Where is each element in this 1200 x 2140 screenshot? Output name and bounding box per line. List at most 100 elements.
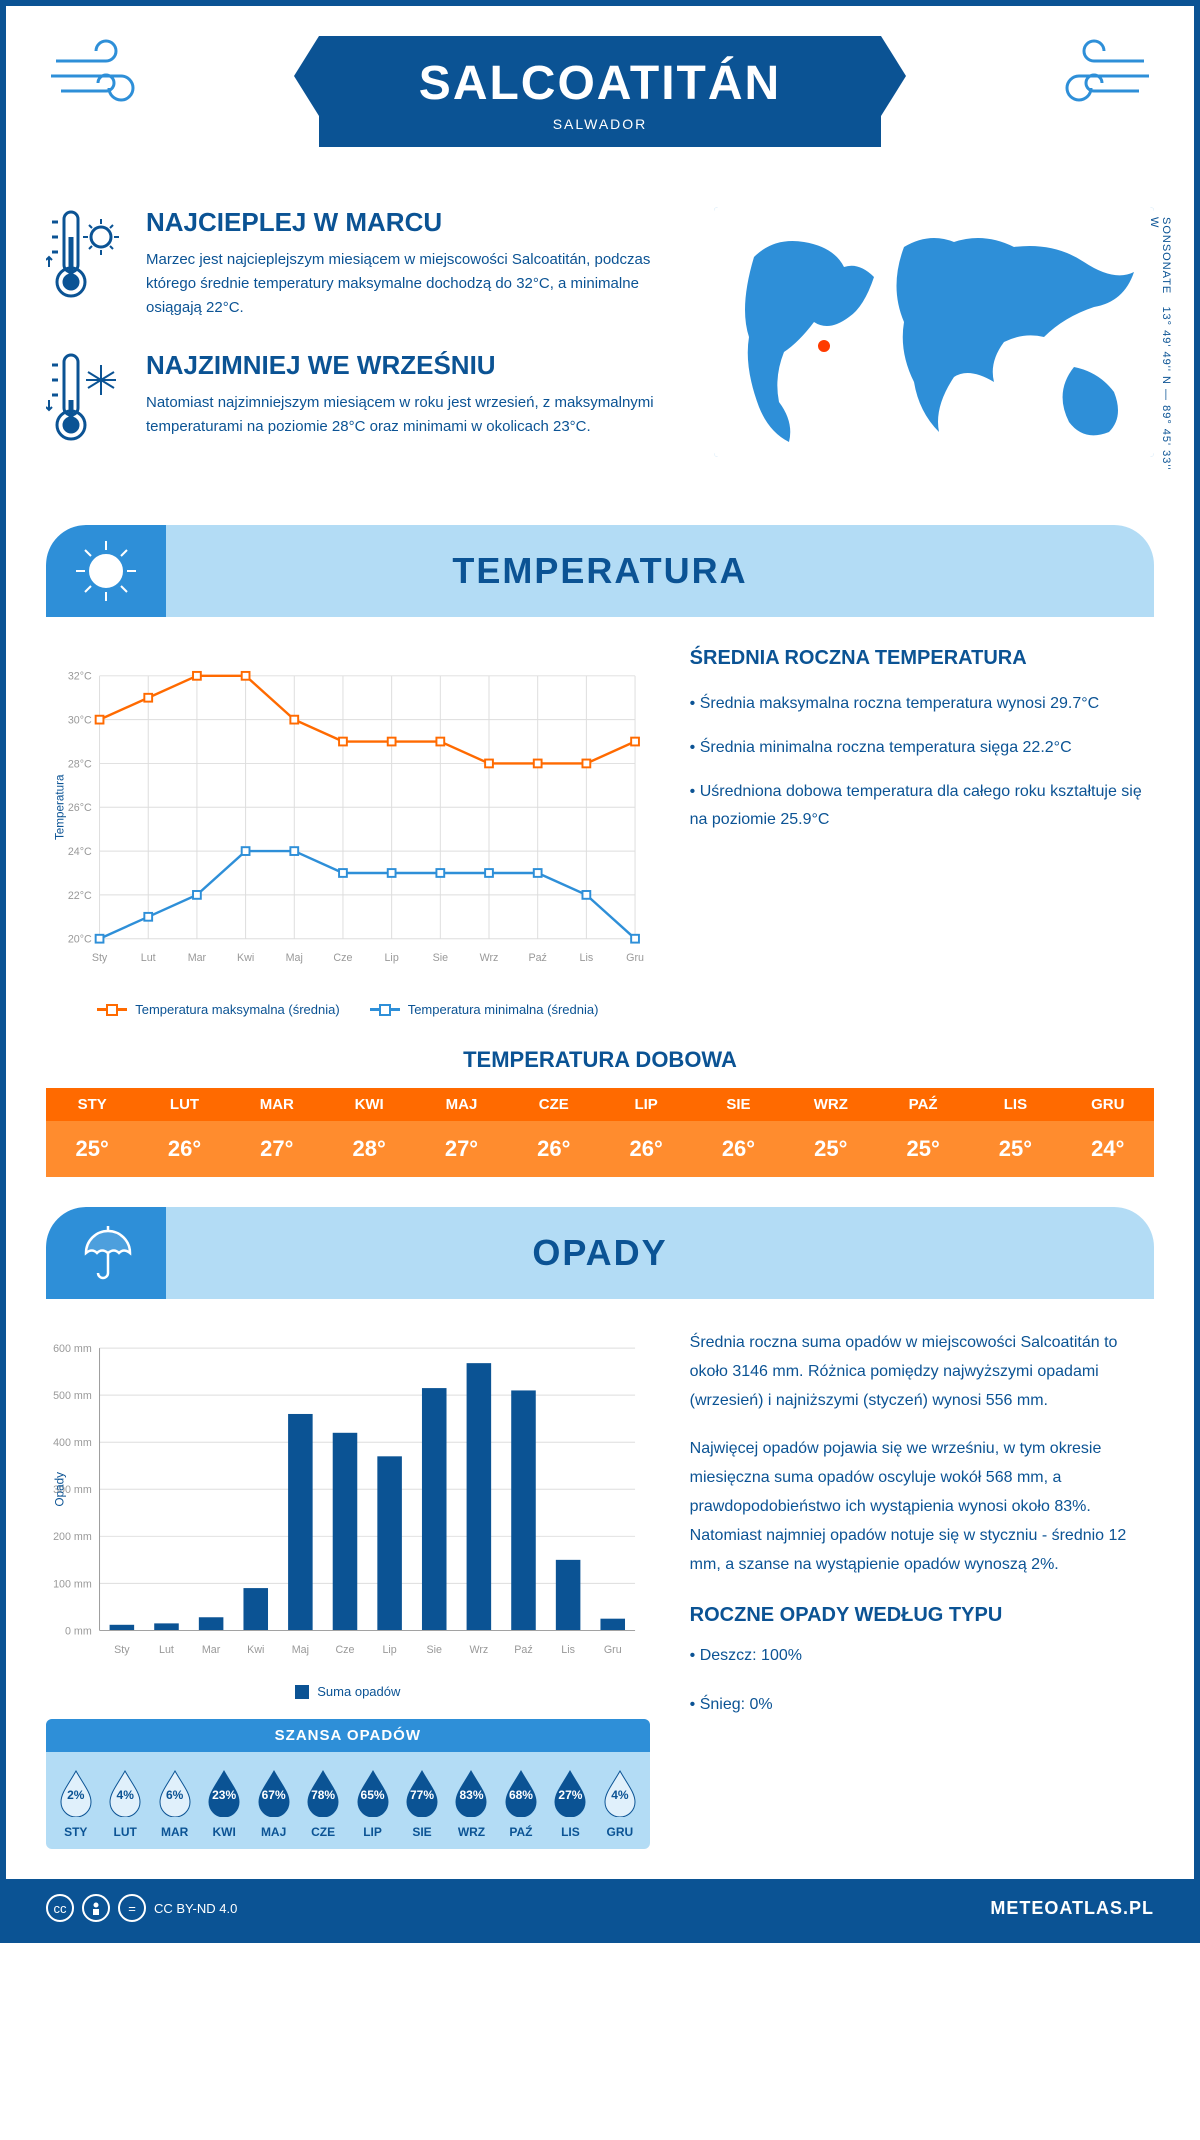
daily-col: LIP26°: [600, 1088, 692, 1177]
daily-col: GRU24°: [1062, 1088, 1154, 1177]
chance-col: 83% WRZ: [447, 1767, 496, 1839]
daily-col: LUT26°: [138, 1088, 230, 1177]
legend-precip: Suma opadów: [295, 1684, 400, 1699]
chance-col: 4% LUT: [100, 1767, 149, 1839]
daily-col: MAJ27°: [415, 1088, 507, 1177]
avg-max: • Średnia maksymalna roczna temperatura …: [690, 690, 1154, 719]
daily-col: LIS25°: [969, 1088, 1061, 1177]
by-icon: [82, 1894, 110, 1922]
svg-text:Lis: Lis: [561, 1644, 575, 1656]
svg-text:Cze: Cze: [333, 952, 352, 964]
svg-text:Lip: Lip: [382, 1644, 396, 1656]
precip-p1: Średnia roczna suma opadów w miejscowośc…: [690, 1329, 1154, 1415]
precip-section-header: OPADY: [46, 1207, 1154, 1299]
svg-text:100 mm: 100 mm: [53, 1578, 92, 1590]
svg-text:Opady: Opady: [54, 1472, 67, 1507]
chance-col: 2% STY: [51, 1767, 100, 1839]
daily-col: KWI28°: [323, 1088, 415, 1177]
svg-text:400 mm: 400 mm: [53, 1437, 92, 1449]
avg-daily: • Uśredniona dobowa temperatura dla całe…: [690, 778, 1154, 836]
thermometer-hot-icon: [46, 207, 126, 320]
sun-icon: [46, 525, 166, 617]
daily-temp-title: TEMPERATURA DOBOWA: [46, 1047, 1154, 1073]
svg-text:Kwi: Kwi: [247, 1644, 264, 1656]
precip-rain: • Deszcz: 100%: [690, 1642, 1154, 1671]
svg-text:22°C: 22°C: [68, 890, 92, 902]
chance-title: SZANSA OPADÓW: [46, 1719, 650, 1752]
svg-text:Wrz: Wrz: [469, 1644, 488, 1656]
daily-col: SIE26°: [692, 1088, 784, 1177]
svg-text:20°C: 20°C: [68, 934, 92, 946]
daily-temp-table: STY25°LUT26°MAR27°KWI28°MAJ27°CZE26°LIP2…: [46, 1088, 1154, 1177]
svg-text:Sie: Sie: [433, 952, 449, 964]
title-banner: SALCOATITÁN SALWADOR: [319, 36, 881, 147]
warmest-title: NAJCIEPLEJ W MARCU: [146, 207, 674, 238]
umbrella-icon: [46, 1207, 166, 1299]
svg-text:Sie: Sie: [426, 1644, 442, 1656]
svg-text:Sty: Sty: [92, 952, 108, 964]
temperature-line-chart: 20°C 22°C 24°C 26°C 28°C 30°C 32°C Sty Lut Mar Kwi…: [46, 647, 650, 987]
chance-row: 2% STY 4% LUT 6% MAR 23% KWI 67% MAJ 78%…: [46, 1752, 650, 1849]
svg-text:500 mm: 500 mm: [53, 1390, 92, 1402]
svg-text:Lut: Lut: [159, 1644, 174, 1656]
coordinates: SONSONATE 13° 49' 49'' N — 89° 45' 33'' …: [1148, 217, 1172, 485]
chance-col: 6% MAR: [150, 1767, 199, 1839]
svg-text:Temperatura: Temperatura: [54, 774, 67, 840]
world-map: [714, 207, 1154, 457]
chance-col: 77% SIE: [397, 1767, 446, 1839]
precip-types-title: ROCZNE OPADY WEDŁUG TYPU: [690, 1604, 1154, 1627]
svg-text:Maj: Maj: [286, 952, 303, 964]
coldest-text: Natomiast najzimniejszym miesiącem w rok…: [146, 391, 674, 439]
svg-text:24°C: 24°C: [68, 846, 92, 858]
thermometer-cold-icon: [46, 350, 126, 455]
legend-min: .legend-item:nth-child(2) .legend-marker…: [370, 1002, 599, 1017]
svg-text:30°C: 30°C: [68, 715, 92, 727]
chance-col: 23% KWI: [199, 1767, 248, 1839]
chance-col: 27% LIS: [546, 1767, 595, 1839]
chance-col: 68% PAŹ: [496, 1767, 545, 1839]
avg-temp-title: ŚREDNIA ROCZNA TEMPERATURA: [690, 647, 1154, 670]
svg-text:Cze: Cze: [335, 1644, 354, 1656]
svg-text:Sty: Sty: [114, 1644, 130, 1656]
precip-snow: • Śnieg: 0%: [690, 1691, 1154, 1720]
wind-decoration-left: [46, 36, 166, 116]
svg-text:Lis: Lis: [580, 952, 594, 964]
precipitation-bar-chart: 0 mm100 mm200 mm300 mm400 mm500 mm600 mm…: [46, 1329, 650, 1669]
daily-col: WRZ25°: [785, 1088, 877, 1177]
svg-text:Mar: Mar: [202, 1644, 221, 1656]
svg-text:Wrz: Wrz: [480, 952, 499, 964]
coldest-title: NAJZIMNIEJ WE WRZEŚNIU: [146, 350, 674, 381]
nd-icon: =: [118, 1894, 146, 1922]
svg-text:Lut: Lut: [141, 952, 156, 964]
svg-text:Maj: Maj: [292, 1644, 309, 1656]
chance-col: 65% LIP: [348, 1767, 397, 1839]
svg-text:Paź: Paź: [514, 1644, 532, 1656]
chance-col: 4% GRU: [595, 1767, 644, 1839]
wind-decoration-right: [1034, 36, 1154, 116]
precip-p2: Najwięcej opadów pojawia się we wrześniu…: [690, 1435, 1154, 1579]
svg-text:26°C: 26°C: [68, 802, 92, 814]
daily-col: STY25°: [46, 1088, 138, 1177]
temperature-section-header: TEMPERATURA: [46, 525, 1154, 617]
daily-col: PAŹ25°: [877, 1088, 969, 1177]
svg-text:Mar: Mar: [188, 952, 207, 964]
license: cc = CC BY-ND 4.0: [46, 1894, 237, 1922]
svg-text:Gru: Gru: [626, 952, 644, 964]
brand: METEOATLAS.PL: [990, 1898, 1154, 1919]
warmest-text: Marzec jest najcieplejszym miesiącem w m…: [146, 248, 674, 320]
svg-text:200 mm: 200 mm: [53, 1531, 92, 1543]
svg-text:Paź: Paź: [528, 952, 546, 964]
svg-text:32°C: 32°C: [68, 671, 92, 683]
svg-text:0 mm: 0 mm: [65, 1625, 92, 1637]
chance-col: 67% MAJ: [249, 1767, 298, 1839]
daily-col: MAR27°: [231, 1088, 323, 1177]
country-subtitle: SALWADOR: [419, 116, 781, 132]
svg-text:Kwi: Kwi: [237, 952, 254, 964]
avg-min: • Średnia minimalna roczna temperatura s…: [690, 734, 1154, 763]
chance-col: 78% CZE: [298, 1767, 347, 1839]
cc-icon: cc: [46, 1894, 74, 1922]
svg-text:28°C: 28°C: [68, 758, 92, 770]
svg-text:Lip: Lip: [384, 952, 398, 964]
location-title: SALCOATITÁN: [419, 56, 781, 111]
svg-text:Gru: Gru: [604, 1644, 622, 1656]
